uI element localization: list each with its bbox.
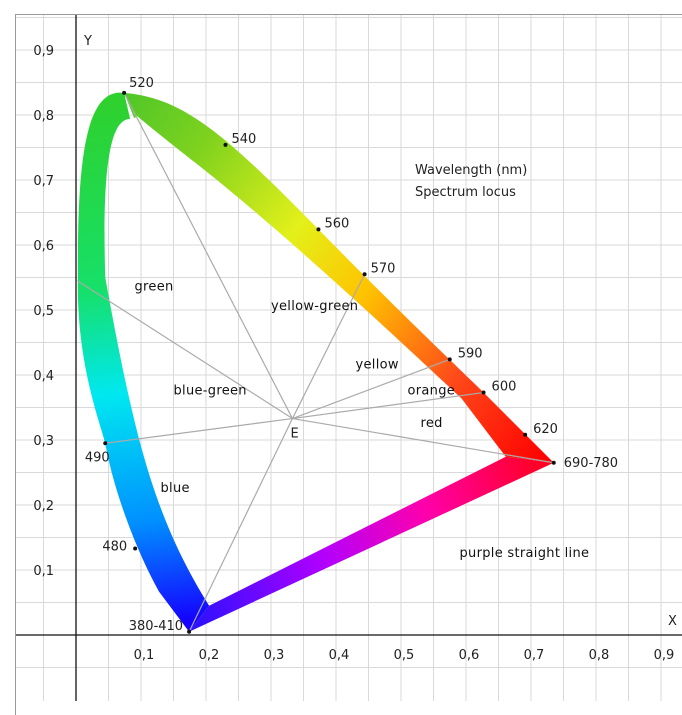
- hue-divider-line: [123, 92, 293, 419]
- x-tick-label: 0,2: [199, 648, 220, 663]
- x-tick-label: 0,6: [459, 648, 480, 663]
- y-tick-label: 0,6: [33, 239, 54, 254]
- region-label: blue: [161, 481, 190, 496]
- region-label: red: [421, 416, 443, 431]
- y-tick-label: 0,7: [33, 174, 54, 189]
- wavelength-label: 380-410: [129, 619, 183, 634]
- y-tick-label: 0,2: [33, 499, 54, 514]
- hue-divider-line: [292, 391, 484, 420]
- wavelength-label: 490: [85, 450, 110, 465]
- hue-divider-line: [76, 280, 293, 420]
- wavelength-label: 540: [232, 132, 257, 147]
- x-tick-label: 0,1: [134, 648, 155, 663]
- y-tick-label: 0,5: [33, 304, 54, 319]
- wavelength-point: [362, 272, 367, 277]
- y-axis-label: Y: [83, 34, 92, 49]
- spectrum-locus-left: [77, 92, 210, 632]
- region-label: yellow: [356, 358, 399, 373]
- axes: YX: [16, 15, 682, 701]
- wavelength-point: [133, 546, 138, 551]
- region-label: yellow-green: [271, 299, 358, 314]
- wavelength-label: 690-780: [564, 456, 618, 471]
- hue-divider-line: [291, 273, 366, 419]
- y-tick-label: 0,4: [33, 369, 54, 384]
- hue-divider-line: [105, 417, 293, 444]
- wavelength-points: 520 540 560 570 590 600 620 690-780 490 480 380-41…: [85, 76, 618, 634]
- hue-divider-lines: [76, 92, 554, 633]
- x-tick-label: 0,8: [589, 648, 610, 663]
- y-tick-label: 0,3: [33, 434, 54, 449]
- wavelength-label: 620: [533, 422, 558, 437]
- region-label: blue-green: [174, 384, 247, 399]
- wavelength-point: [103, 441, 108, 446]
- y-tick-label: 0,8: [33, 109, 54, 124]
- region-label: purple straight line: [460, 546, 590, 561]
- x-tick-label: 0,7: [524, 648, 545, 663]
- wavelength-point: [223, 142, 228, 147]
- hue-divider-line: [292, 358, 450, 420]
- wavelength-label: 520: [129, 76, 154, 91]
- wavelength-point: [187, 629, 192, 634]
- wavelength-label: 590: [458, 346, 483, 361]
- spectrum-locus-upper: [124, 92, 554, 463]
- x-tick-label: 0,4: [329, 648, 350, 663]
- spectrum-band: [77, 92, 554, 632]
- wavelength-label: 480: [102, 540, 127, 555]
- wavelength-point: [481, 390, 486, 395]
- x-tick-label: 0,3: [264, 648, 285, 663]
- region-label: orange: [408, 384, 456, 399]
- x-tick-label: 0,9: [654, 648, 675, 663]
- cie-chromaticity-chart: YX 0,1 0,2 0,3 0,4 0,5 0,6 0,7 0,8 0,90,10,20,30…: [16, 15, 682, 701]
- x-tick-label: 0,5: [394, 648, 415, 663]
- wavelength-label: 600: [492, 380, 517, 395]
- region-labels: green yellow-green yellow orange blue-green r…: [135, 280, 590, 562]
- purple-straight-line-band: [189, 456, 554, 632]
- tick-labels: 0,1 0,2 0,3 0,4 0,5 0,6 0,7 0,8 0,9 0,1 0,2 0,3 0,4 0…: [33, 44, 674, 663]
- region-label: green: [135, 280, 174, 295]
- hue-divider-line: [188, 418, 293, 633]
- y-tick-label: 0,9: [33, 44, 54, 59]
- wavelength-point: [523, 432, 528, 437]
- wavelength-point: [316, 227, 321, 232]
- white-point-label: E: [290, 427, 298, 442]
- wavelength-point: [447, 357, 452, 362]
- wavelength-point: [551, 460, 556, 465]
- y-tick-label: 0,1: [33, 564, 54, 579]
- wavelength-label: 570: [371, 261, 396, 276]
- legend-title: Wavelength (nm): [415, 163, 527, 178]
- hue-divider-line: [292, 417, 554, 464]
- wavelength-label: 560: [324, 216, 349, 231]
- x-axis-label: X: [668, 614, 677, 629]
- legend-subtitle: Spectrum locus: [415, 185, 516, 200]
- wavelength-point: [122, 90, 127, 95]
